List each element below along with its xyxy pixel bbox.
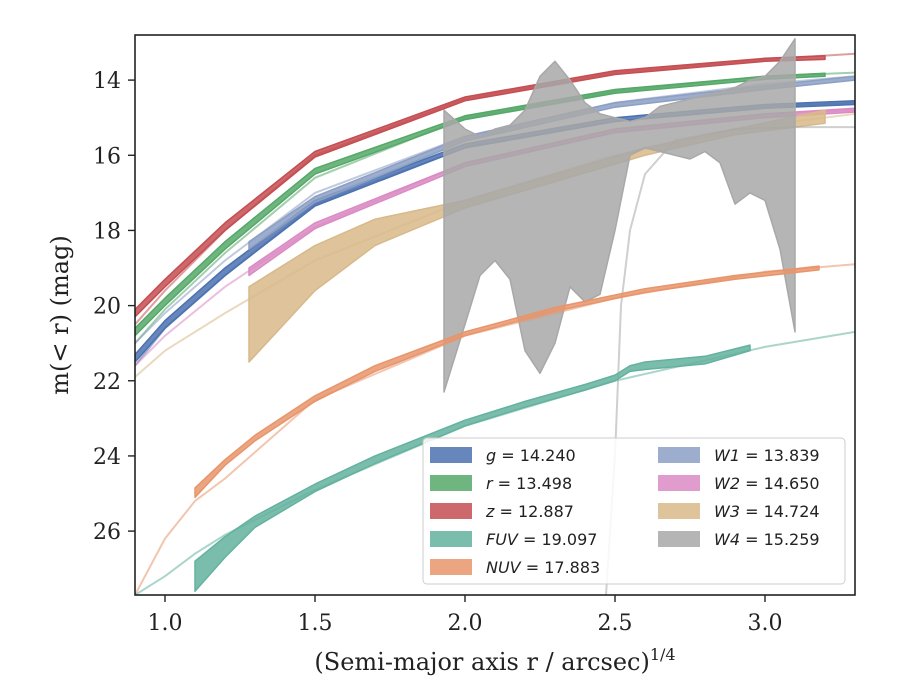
legend-label-w1: W1 = 13.839	[714, 446, 820, 465]
series-layer	[135, 38, 855, 595]
legend-label-fuv: FUV = 19.097	[486, 530, 597, 549]
legend-swatch-w1	[658, 447, 700, 463]
tick-layer: 1.0 1.5 2.0 2.5 3.0 14 16 18 20 22 24 26	[93, 69, 783, 636]
legend-swatch-z	[430, 503, 472, 519]
legend-band-value: = 14.240	[496, 446, 576, 465]
y-axis-label: m(< r) (mag)	[46, 235, 74, 394]
y-tick-label: 16	[93, 144, 121, 169]
x-axis-label-exponent: 1/4	[650, 645, 676, 664]
legend-swatch-fuv	[430, 531, 472, 547]
legend-label-g: g = 14.240	[486, 446, 576, 465]
legend-band-value: = 19.097	[518, 530, 598, 549]
legend-band-name: g	[486, 446, 496, 465]
x-axis-label: (Semi-major axis r / arcsec)1/4	[314, 645, 675, 676]
y-tick-label: 20	[93, 295, 121, 320]
profile-band-fuv	[194, 344, 751, 592]
legend-label-w4: W4 = 15.259	[714, 530, 820, 549]
x-tick-label: 2.5	[598, 611, 633, 636]
legend-swatch-nuv	[430, 559, 472, 575]
legend-band-value: = 14.724	[740, 502, 820, 521]
x-tick-label: 2.0	[448, 611, 483, 636]
legend-band-value: = 13.839	[740, 446, 820, 465]
profile-band-r	[135, 72, 826, 337]
legend-band-value: = 15.259	[740, 530, 820, 549]
legend-band-value: = 13.498	[493, 474, 573, 493]
y-tick-label: 14	[93, 69, 121, 94]
x-tick-label: 1.5	[298, 611, 333, 636]
y-tick-label: 18	[93, 219, 121, 244]
legend-swatch-w4	[658, 531, 700, 547]
legend-label-w2: W2 = 14.650	[714, 474, 820, 493]
legend-band-name: W3	[714, 502, 740, 521]
legend-band-name: NUV	[486, 558, 522, 577]
y-tick-label: 22	[93, 370, 121, 395]
profile-band-nuv	[194, 265, 820, 499]
y-tick-label: 24	[93, 445, 121, 470]
legend-swatch-w3	[658, 503, 700, 519]
legend-label-nuv: NUV = 17.883	[486, 558, 600, 577]
legend-label-r: r = 13.498	[486, 474, 572, 493]
legend-band-value: = 14.650	[740, 474, 820, 493]
plot-frame	[134, 34, 856, 596]
legend-label-w3: W3 = 14.724	[714, 502, 820, 521]
legend-band-value: = 12.887	[494, 502, 574, 521]
legend-band-value: = 17.883	[521, 558, 601, 577]
legend-band-name: W2	[714, 474, 740, 493]
legend-band-name: W1	[714, 446, 740, 465]
legend-swatch-r	[430, 475, 472, 491]
legend-swatch-w2	[658, 475, 700, 491]
profile-band-w4	[443, 38, 796, 393]
y-tick-label: 26	[93, 520, 121, 545]
profile-band-z	[135, 54, 826, 318]
legend-band-name: W4	[714, 530, 740, 549]
legend-band-name: r	[486, 474, 494, 493]
profile-band-w3	[248, 109, 826, 363]
x-axis-label-main: (Semi-major axis r / arcsec)	[314, 648, 649, 676]
legend-band-name: z	[485, 502, 495, 521]
x-tick-label: 1.0	[148, 611, 183, 636]
legend-label-z: z = 12.887	[485, 502, 574, 521]
legend-frame	[422, 437, 846, 585]
x-tick-label: 3.0	[748, 611, 783, 636]
legend-band-name: FUV	[486, 530, 519, 549]
legend-swatch-g	[430, 447, 472, 463]
